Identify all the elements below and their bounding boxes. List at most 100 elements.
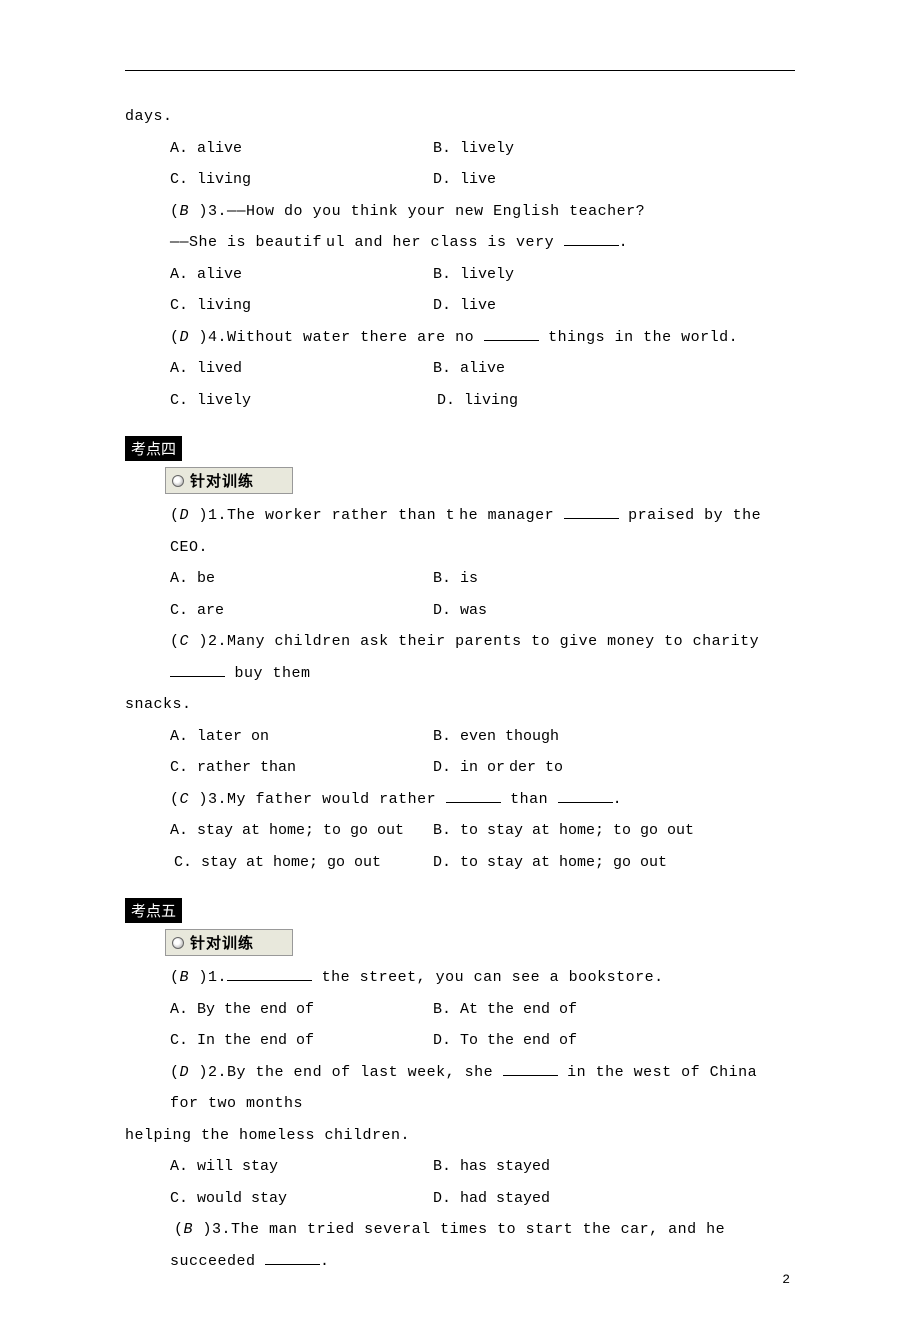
s4q1-options-row2: C. are D. was [125, 595, 795, 627]
section-4-header-wrap: 考点四 [125, 416, 795, 461]
s5q1-line: (B )1. the street, you can see a booksto… [125, 962, 795, 994]
blank [170, 676, 225, 677]
option-d: D. live [425, 290, 795, 322]
s4q2-cont: snacks. [125, 689, 795, 721]
text-pre: ——She is beautif [170, 234, 322, 251]
option-a: A. alive [125, 259, 425, 291]
text-pre: 4.Without water there are no [208, 329, 484, 346]
bullet-icon [172, 475, 184, 487]
opt-text: D. in or [433, 759, 505, 776]
option-a: A. will stay [125, 1151, 425, 1183]
practice-label: 针对训练 [190, 470, 254, 491]
blank [265, 1264, 320, 1265]
text-post: the street, you can see a bookstore. [312, 969, 664, 986]
s3q2-options-row1: A. alive B. lively [125, 133, 795, 165]
s3q3-options-row2: C. living D. live [125, 290, 795, 322]
s3q2-options-row2: C. living D. live [125, 164, 795, 196]
blank [558, 802, 613, 803]
top-rule [125, 70, 795, 71]
option-b: B. to stay at home; to go out [425, 815, 795, 847]
text-pre: 3.My father would rather [208, 791, 446, 808]
answer: D [180, 329, 190, 346]
page-container: days. A. alive B. lively C. living D. li… [0, 0, 920, 1317]
opt-text2: der to [509, 759, 563, 776]
option-b: B. even though [425, 721, 795, 753]
text-pre: 2.By the end of last week, she [208, 1064, 503, 1081]
option-b: B. At the end of [425, 994, 795, 1026]
option-b: B. alive [425, 353, 795, 385]
s4q2-line: (C )2.Many children ask their parents to… [125, 626, 795, 689]
text-post: buy them [225, 665, 311, 682]
option-a: A. later on [125, 721, 425, 753]
answer: D [180, 507, 190, 524]
continuation-text: days. [125, 101, 795, 133]
option-c: C. In the end of [125, 1025, 425, 1057]
option-b: B. has stayed [425, 1151, 795, 1183]
option-d: D. To the end of [425, 1025, 795, 1057]
q-text: 3.——How do you think your new English te… [208, 203, 645, 220]
s5q2-cont: helping the homeless children. [125, 1120, 795, 1152]
answer: C [180, 791, 190, 808]
option-a: A. By the end of [125, 994, 425, 1026]
text-post: things in the world. [539, 329, 739, 346]
opt-text: C. stay at home; go out [174, 854, 381, 871]
s5q1-options-row1: A. By the end of B. At the end of [125, 994, 795, 1026]
option-d: D. in order to [425, 752, 795, 784]
blank [503, 1075, 558, 1076]
option-a: A. be [125, 563, 425, 595]
answer: B [184, 1221, 194, 1238]
answer: D [180, 1064, 190, 1081]
practice-tag: 针对训练 [165, 467, 293, 494]
practice-tag: 针对训练 [165, 929, 293, 956]
s4q2-options-row2: C. rather than D. in order to [125, 752, 795, 784]
text-mid: he manager [459, 507, 564, 524]
option-d: D. living [425, 385, 795, 417]
option-b: B. lively [425, 133, 795, 165]
text-pre: 1. [208, 969, 227, 986]
answer: C [180, 633, 190, 650]
s5q2-options-row1: A. will stay B. has stayed [125, 1151, 795, 1183]
section-5-header-wrap: 考点五 [125, 878, 795, 923]
text-mid: than [501, 791, 558, 808]
practice-label: 针对训练 [190, 932, 254, 953]
s3q3-line2: ——She is beautiful and her class is very… [125, 227, 795, 259]
opt-text: D. living [437, 392, 518, 409]
option-a: A. lived [125, 353, 425, 385]
answer: B [180, 969, 190, 986]
s5q3-line: (B )3.The man tried several times to sta… [125, 1214, 795, 1277]
text-pre: 1.The worker rather than t [208, 507, 455, 524]
s5q2-line: (D )2.By the end of last week, she in th… [125, 1057, 795, 1120]
s4q3-options-row2: C. stay at home; go out D. to stay at ho… [125, 847, 795, 879]
option-c: C. are [125, 595, 425, 627]
option-a: A. alive [125, 133, 425, 165]
s3q4-line: (D )4.Without water there are no things … [125, 322, 795, 354]
s5q2-options-row2: C. would stay D. had stayed [125, 1183, 795, 1215]
text-post: ul and her class is very [326, 234, 564, 251]
option-b: B. is [425, 563, 795, 595]
s3q4-options-row2: C. lively D. living [125, 385, 795, 417]
option-d: D. to stay at home; go out [425, 847, 795, 879]
option-c: C. lively [125, 385, 425, 417]
text-pre: 2.Many children ask their parents to giv… [208, 633, 759, 650]
s3q4-options-row1: A. lived B. alive [125, 353, 795, 385]
s4q2-options-row1: A. later on B. even though [125, 721, 795, 753]
blank [564, 245, 619, 246]
section-4-tag: 考点四 [125, 436, 182, 461]
option-d: D. had stayed [425, 1183, 795, 1215]
s4q3-line: (C )3.My father would rather than . [125, 784, 795, 816]
option-c: C. living [125, 164, 425, 196]
blank [446, 802, 501, 803]
option-c: C. living [125, 290, 425, 322]
option-a: A. stay at home; to go out [125, 815, 425, 847]
option-b: B. lively [425, 259, 795, 291]
bullet-icon [172, 937, 184, 949]
section-5-tag: 考点五 [125, 898, 182, 923]
blank [227, 980, 312, 981]
option-d: D. was [425, 595, 795, 627]
option-c: C. would stay [125, 1183, 425, 1215]
s3q3-line1: (B )3.——How do you think your new Englis… [125, 196, 795, 228]
s4q1-options-row1: A. be B. is [125, 563, 795, 595]
option-c: C. stay at home; go out [125, 847, 425, 879]
page-number: 2 [782, 1272, 790, 1287]
option-c: C. rather than [125, 752, 425, 784]
